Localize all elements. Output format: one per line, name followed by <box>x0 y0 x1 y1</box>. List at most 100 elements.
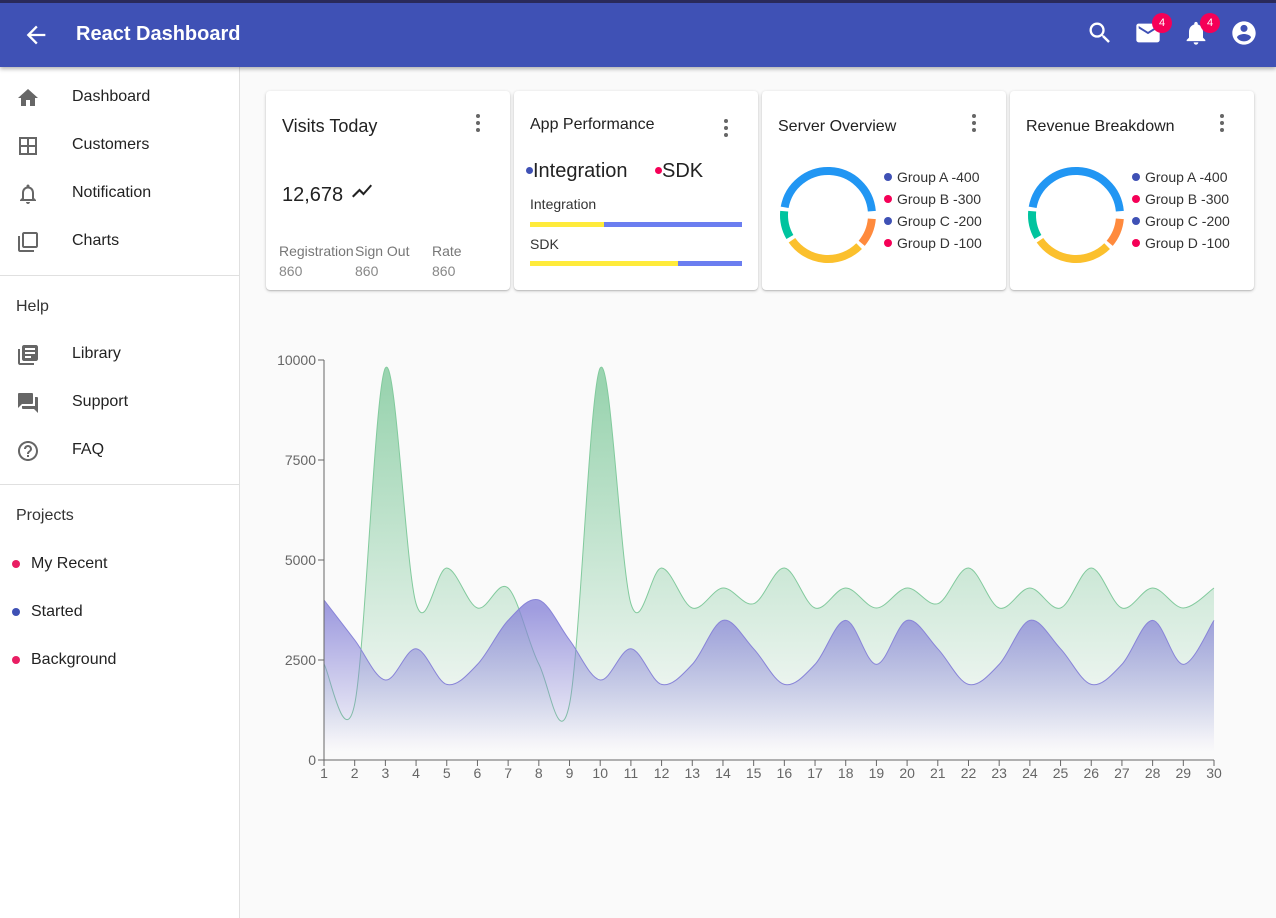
x-tick-label: 27 <box>1114 765 1130 781</box>
mail-button[interactable]: 4 <box>1134 13 1172 47</box>
legend-item: Group A -400 <box>1132 169 1228 185</box>
x-tick-label: 29 <box>1176 765 1192 781</box>
card-title: Revenue Breakdown <box>1026 118 1175 135</box>
sidebar-item-faq[interactable]: FAQ <box>0 427 239 475</box>
x-tick-label: 14 <box>715 765 731 781</box>
x-tick-label: 30 <box>1206 765 1222 781</box>
account-circle-icon[interactable] <box>1230 19 1258 47</box>
x-tick-label: 9 <box>566 765 574 781</box>
revenue-breakdown-card: Revenue Breakdown Group A -400 Group B -… <box>1010 91 1254 290</box>
progress-label: SDK <box>530 236 559 252</box>
library-icon <box>16 230 40 254</box>
series-area-2 <box>324 599 1214 760</box>
legend-label: Group B -300 <box>1145 191 1230 207</box>
x-tick-label: 15 <box>746 765 762 781</box>
server-overview-card: Server Overview Group A -400 Group B -30… <box>762 91 1006 290</box>
series-layer <box>323 366 1215 760</box>
notifications-badge: 4 <box>1200 13 1220 33</box>
donut-segment <box>780 167 876 212</box>
legend-dot <box>526 167 533 174</box>
sidebar-item-customers[interactable]: Customers <box>0 122 239 170</box>
legend-label: Group A -400 <box>897 169 980 185</box>
legend-item: Group C -200 <box>884 213 982 229</box>
x-tick-label: 20 <box>899 765 915 781</box>
x-tick-label: 11 <box>624 765 639 781</box>
more-vert-icon[interactable] <box>1210 111 1234 135</box>
more-vert-icon[interactable] <box>466 111 490 135</box>
sidebar-item-label: Notification <box>72 184 152 201</box>
y-tick-label: 2500 <box>285 652 316 668</box>
legend-label: Integration <box>533 160 628 182</box>
sidebar-item-label: Dashboard <box>72 88 151 105</box>
app-bar: React Dashboard 4 4 <box>0 0 1276 67</box>
stat-value: 860 <box>279 263 303 279</box>
legend-label: Group D -100 <box>897 235 982 251</box>
series-line-1 <box>323 366 1215 722</box>
book-icon <box>16 343 40 367</box>
sidebar: Dashboard Customers Notification Charts … <box>0 67 240 918</box>
donut-segments <box>780 167 876 263</box>
notifications-button[interactable]: 4 <box>1182 13 1220 47</box>
stat-value: 860 <box>355 263 379 279</box>
x-tick-label: 24 <box>1022 765 1038 781</box>
help-header: Help <box>16 298 49 315</box>
donut-segment <box>1028 167 1124 212</box>
project-label: Background <box>31 651 117 668</box>
x-tick-label: 25 <box>1053 765 1069 781</box>
project-item-started[interactable]: Started <box>0 592 239 632</box>
sidebar-item-notification[interactable]: Notification <box>0 170 239 218</box>
back-arrow-icon[interactable] <box>22 21 50 49</box>
x-tick-label: 23 <box>991 765 1007 781</box>
sidebar-item-charts[interactable]: Charts <box>0 218 239 266</box>
project-dot <box>12 656 20 664</box>
legend-sdk: SDK <box>655 160 703 183</box>
stat-label: Rate <box>432 243 462 259</box>
sidebar-item-support[interactable]: Support <box>0 379 239 427</box>
donut-segment <box>1036 237 1110 263</box>
legend-dot <box>884 173 892 181</box>
card-title: Server Overview <box>778 118 897 135</box>
x-tick-label: 26 <box>1083 765 1099 781</box>
visits-value: 12,678 <box>282 184 344 206</box>
legend-dot <box>1132 173 1140 181</box>
search-icon[interactable] <box>1086 19 1114 47</box>
mail-icon <box>1136 23 1160 43</box>
x-tick-label: 28 <box>1145 765 1161 781</box>
project-item-background[interactable]: Background <box>0 640 239 680</box>
bell-outline-icon <box>16 182 40 206</box>
sdk-progress-bar <box>530 261 742 266</box>
project-item-my-recent[interactable]: My Recent <box>0 544 239 584</box>
progress-label: Integration <box>530 196 597 212</box>
server-donut-chart <box>780 167 876 263</box>
more-vert-icon[interactable] <box>962 111 986 135</box>
sidebar-item-library[interactable]: Library <box>0 331 239 379</box>
x-tick-label: 12 <box>654 765 670 781</box>
x-tick-label: 8 <box>535 765 543 781</box>
legend-dot <box>1132 195 1140 203</box>
more-vert-icon[interactable] <box>714 116 738 140</box>
donut-segment <box>780 210 794 239</box>
x-tick-label: 7 <box>504 765 512 781</box>
x-tick-label: 22 <box>961 765 977 781</box>
sidebar-item-label: FAQ <box>72 441 105 458</box>
x-tick-label: 19 <box>869 765 885 781</box>
y-tick-label: 0 <box>308 752 316 768</box>
stat-value: 860 <box>432 263 456 279</box>
trending-icon <box>350 179 374 203</box>
legend-item: Group A -400 <box>884 169 980 185</box>
legend-label: Group C -200 <box>1145 213 1230 229</box>
stat-label: Registration <box>279 243 354 259</box>
legend-label: Group C -200 <box>897 213 982 229</box>
donut-segment <box>1106 218 1124 246</box>
legend-dot <box>884 239 892 247</box>
sidebar-item-dashboard[interactable]: Dashboard <box>0 74 239 122</box>
grid-icon <box>16 134 40 158</box>
legend-item: Group C -200 <box>1132 213 1230 229</box>
donut-segment <box>858 218 876 246</box>
x-tick-label: 10 <box>592 765 608 781</box>
x-tick-label: 4 <box>412 765 420 781</box>
project-label: My Recent <box>31 555 108 572</box>
series-area-1 <box>324 367 1214 760</box>
x-tick-label: 16 <box>777 765 793 781</box>
